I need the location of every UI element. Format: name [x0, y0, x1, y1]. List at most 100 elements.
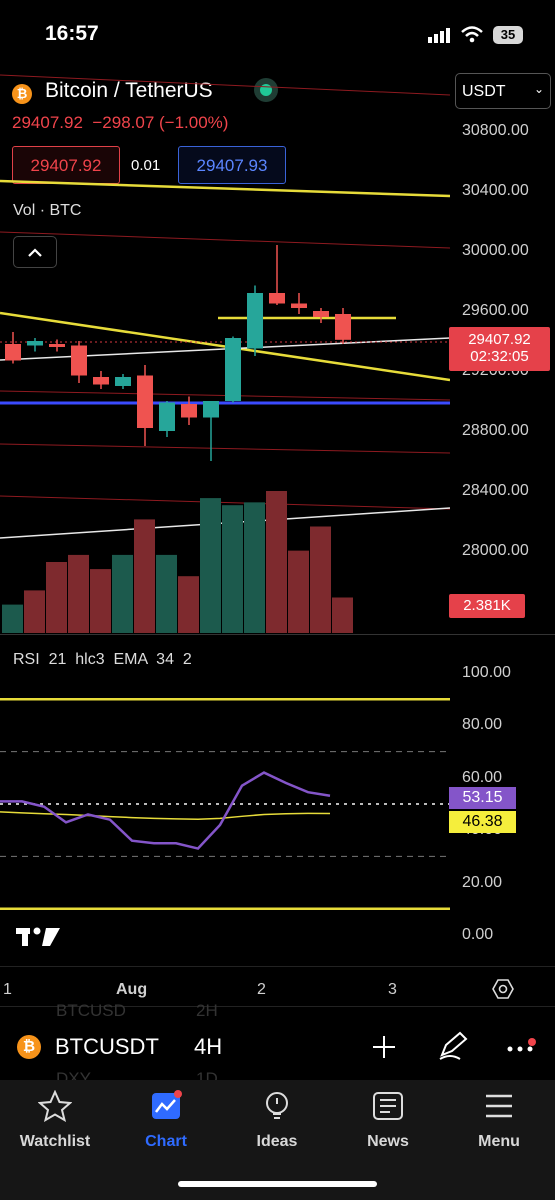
rsi-tick: 100.00 — [462, 664, 511, 681]
candle — [269, 245, 285, 305]
wifi-icon — [461, 26, 483, 43]
ghost-interval-above: 2H — [196, 1001, 218, 1020]
volume-bar — [266, 491, 287, 633]
candle-body — [137, 375, 153, 428]
candle — [247, 285, 263, 356]
chart-icon — [152, 1090, 182, 1119]
symbol-title[interactable]: Bitcoin / TetherUS — [45, 79, 213, 102]
tab-chart[interactable]: Chart — [116, 1090, 216, 1151]
symbol-selector[interactable]: BTCUSDT — [55, 1034, 159, 1059]
star-icon — [37, 1089, 73, 1123]
interval-selector[interactable]: 4H — [194, 1034, 223, 1059]
chart-settings-icon[interactable] — [492, 978, 514, 1000]
tab-label-menu: Menu — [478, 1133, 520, 1150]
ghost-symbol-above: BTCUSD — [56, 1001, 126, 1020]
volume-bar — [68, 554, 89, 633]
price-tick: 28000.00 — [462, 542, 529, 559]
candle-body — [93, 377, 109, 385]
candle — [291, 293, 307, 314]
tab-watchlist[interactable]: Watchlist — [5, 1089, 105, 1151]
candle — [159, 401, 175, 437]
tab-menu[interactable]: Menu — [449, 1090, 549, 1151]
price-tick: 30800.00 — [462, 122, 529, 139]
currency-value: USDT — [462, 83, 506, 100]
more-icon[interactable] — [506, 1037, 536, 1061]
candle-body — [159, 402, 175, 431]
candle — [203, 401, 219, 461]
time-tick-3: 3 — [388, 981, 397, 998]
price-change: 29407.92 −298.07 (−1.00%) — [12, 113, 229, 132]
collapse-button[interactable] — [13, 236, 57, 268]
candle — [49, 339, 65, 352]
buy-button[interactable]: 29407.93 — [178, 146, 286, 184]
signal-icon — [428, 28, 450, 43]
chevron-down-icon: ⌄ — [533, 82, 544, 96]
volume-bar — [178, 576, 199, 633]
candle — [5, 332, 21, 364]
tab-news[interactable]: News — [338, 1090, 438, 1151]
home-indicator — [178, 1181, 377, 1187]
lightbulb-icon — [266, 1092, 288, 1119]
rsi-chart[interactable] — [0, 636, 450, 926]
volume-bar — [2, 604, 23, 633]
candle-body — [225, 338, 241, 401]
price-tick: 29600.00 — [462, 302, 529, 319]
rsi-tick: 80.00 — [462, 716, 503, 734]
candle — [137, 365, 153, 446]
tab-label-chart: Chart — [145, 1133, 187, 1150]
time-axis-divider — [0, 966, 555, 967]
rsi-tick: 60.00 — [462, 768, 503, 786]
rsi-tick: 0.00 — [462, 926, 494, 943]
tab-label-watchlist: Watchlist — [19, 1133, 91, 1150]
candle-countdown: 02:32:05 — [470, 348, 529, 365]
price-tick: 30400.00 — [462, 182, 529, 199]
candle — [225, 336, 241, 403]
chevron-up-icon — [28, 248, 42, 257]
rsi-line — [0, 771, 331, 850]
candle — [27, 338, 43, 352]
status-time: 16:57 — [45, 22, 99, 45]
candle — [71, 341, 87, 383]
volume-bar — [134, 519, 155, 633]
candle — [313, 308, 329, 323]
candle-body — [313, 311, 329, 317]
bitcoin-icon: ₿ — [17, 1035, 41, 1059]
candle — [181, 396, 197, 425]
volume-bar — [24, 590, 45, 633]
candle-body — [71, 345, 87, 376]
symbol-bar: BTCUSD 2H DXY 1D ₿ BTCUSDT 4H — [0, 1001, 555, 1088]
currency-select[interactable]: USDT ⌄ — [455, 73, 551, 109]
time-tick-aug: Aug — [116, 981, 148, 998]
time-tick-2: 2 — [257, 981, 266, 998]
pane-divider[interactable] — [0, 634, 555, 635]
plus-icon[interactable] — [372, 1035, 396, 1059]
price-chart[interactable] — [0, 60, 450, 635]
rsi-ema-badge: 46.38 — [449, 811, 516, 833]
volume-bar — [244, 502, 265, 633]
draw-pen-icon[interactable] — [438, 1031, 468, 1061]
hamburger-icon — [486, 1094, 512, 1118]
volume-bar — [46, 562, 67, 633]
rsi-tick: 20.00 — [462, 873, 503, 891]
tradingview-logo — [16, 927, 60, 946]
rsi-label: RSI 21 hlc3 EMA 34 2 — [13, 651, 192, 668]
sell-button[interactable]: 29407.92 — [12, 146, 120, 184]
candle-body — [335, 314, 351, 340]
candle-body — [247, 293, 263, 349]
volume-bar — [332, 597, 353, 633]
volume-bar — [112, 554, 133, 633]
volume-bar — [288, 550, 309, 633]
volume-bar — [200, 498, 221, 633]
candle-body — [115, 377, 131, 386]
volume-bar — [90, 569, 111, 633]
tab-label-news: News — [367, 1133, 409, 1150]
price-tick: 30000.00 — [462, 242, 529, 259]
tab-ideas[interactable]: Ideas — [227, 1090, 327, 1151]
volume-bar — [222, 505, 243, 633]
candle-body — [49, 344, 65, 347]
rsi-value-badge: 53.15 — [449, 787, 516, 809]
trend-lines — [0, 74, 450, 539]
volume-bar — [310, 526, 331, 633]
current-price-badge: 29407.92 02:32:05 — [449, 327, 550, 371]
candle-body — [291, 303, 307, 308]
